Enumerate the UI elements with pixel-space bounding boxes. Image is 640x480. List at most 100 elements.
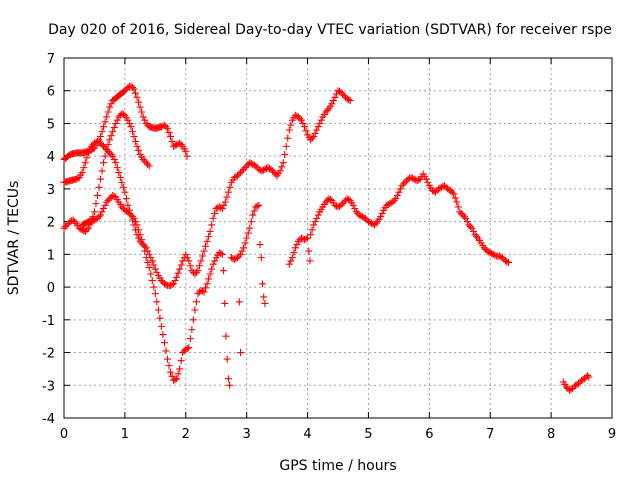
data-point bbox=[145, 250, 153, 258]
data-point bbox=[235, 298, 243, 306]
data-point bbox=[205, 232, 213, 240]
data-point bbox=[179, 257, 187, 265]
data-point bbox=[171, 277, 179, 285]
data-point bbox=[325, 195, 333, 203]
data-point bbox=[153, 268, 161, 276]
data-point bbox=[221, 299, 229, 307]
data-point bbox=[103, 198, 111, 206]
data-point bbox=[361, 214, 369, 222]
data-point bbox=[253, 202, 261, 210]
data-point bbox=[182, 250, 190, 258]
data-point bbox=[326, 196, 334, 204]
x-tick-label: 2 bbox=[182, 427, 190, 442]
data-point bbox=[86, 146, 94, 154]
data-point bbox=[141, 247, 149, 255]
data-point bbox=[118, 178, 126, 186]
data-point bbox=[575, 380, 583, 388]
data-point bbox=[249, 211, 257, 219]
data-point bbox=[465, 221, 473, 229]
data-point bbox=[199, 287, 207, 295]
data-point bbox=[130, 214, 138, 222]
data-point bbox=[177, 357, 185, 365]
data-point bbox=[191, 306, 199, 314]
data-point bbox=[160, 121, 168, 129]
data-point bbox=[206, 270, 214, 278]
data-point bbox=[234, 254, 242, 262]
data-point bbox=[68, 217, 76, 225]
data-point bbox=[258, 280, 266, 288]
data-point bbox=[337, 201, 345, 209]
data-point bbox=[200, 288, 208, 296]
x-tick-label: 4 bbox=[303, 427, 311, 442]
data-point bbox=[122, 195, 130, 203]
data-point bbox=[355, 211, 363, 219]
data-point bbox=[156, 314, 164, 322]
data-point bbox=[63, 221, 71, 229]
data-point bbox=[223, 193, 231, 201]
data-point bbox=[87, 142, 95, 150]
data-point bbox=[246, 159, 254, 167]
x-tick-label: 0 bbox=[60, 427, 68, 442]
data-point bbox=[431, 188, 439, 196]
data-point bbox=[98, 141, 106, 149]
data-point bbox=[129, 83, 136, 91]
data-point bbox=[119, 110, 127, 118]
data-point bbox=[162, 281, 170, 289]
data-point bbox=[230, 173, 238, 181]
data-point bbox=[485, 248, 493, 256]
data-point bbox=[98, 208, 106, 216]
data-point bbox=[138, 108, 146, 116]
data-point bbox=[125, 209, 133, 217]
data-point bbox=[258, 167, 266, 175]
data-point bbox=[218, 250, 226, 258]
data-point bbox=[343, 95, 351, 103]
y-tick-label: -2 bbox=[42, 347, 55, 362]
data-point bbox=[290, 249, 298, 257]
data-point bbox=[177, 261, 185, 269]
data-point bbox=[176, 265, 184, 273]
data-point bbox=[110, 124, 118, 132]
data-point bbox=[125, 119, 133, 127]
data-point bbox=[224, 188, 232, 196]
data-point bbox=[194, 267, 202, 275]
data-point bbox=[215, 249, 223, 257]
data-point bbox=[115, 169, 123, 177]
data-point bbox=[221, 198, 229, 206]
data-point bbox=[75, 224, 83, 232]
data-point bbox=[392, 195, 400, 203]
data-point bbox=[296, 115, 304, 123]
data-point bbox=[100, 123, 108, 131]
data-point bbox=[377, 213, 385, 221]
data-point bbox=[279, 159, 287, 167]
data-point bbox=[468, 224, 476, 232]
data-point bbox=[436, 184, 444, 192]
y-axis-label: SDTVAR / TECUs bbox=[6, 181, 22, 296]
data-point bbox=[189, 316, 197, 324]
data-point bbox=[103, 113, 111, 121]
data-point bbox=[339, 90, 347, 98]
data-point bbox=[453, 198, 461, 206]
data-point bbox=[176, 365, 184, 373]
data-point bbox=[578, 376, 586, 384]
data-point bbox=[101, 152, 109, 160]
data-point bbox=[159, 122, 167, 130]
data-point bbox=[197, 286, 205, 294]
data-point bbox=[226, 381, 234, 389]
data-point bbox=[331, 201, 339, 209]
axis-ticks: 0 1 2 3 4 5 6 7 8 9 -4 -3 -2 -1 0 1 2 3 4 5 6 7 bbox=[42, 52, 616, 442]
data-point bbox=[171, 376, 179, 384]
data-point bbox=[192, 298, 200, 306]
data-point bbox=[334, 87, 342, 95]
data-point bbox=[293, 241, 301, 249]
data-point bbox=[157, 322, 165, 330]
data-point bbox=[113, 116, 121, 124]
data-point bbox=[115, 113, 123, 121]
data-point bbox=[314, 123, 322, 131]
data-point bbox=[316, 119, 324, 127]
data-point bbox=[142, 254, 150, 262]
data-point bbox=[310, 133, 318, 141]
data-point bbox=[284, 134, 292, 142]
data-point bbox=[183, 152, 191, 160]
data-point bbox=[396, 185, 404, 193]
data-point bbox=[255, 165, 263, 173]
